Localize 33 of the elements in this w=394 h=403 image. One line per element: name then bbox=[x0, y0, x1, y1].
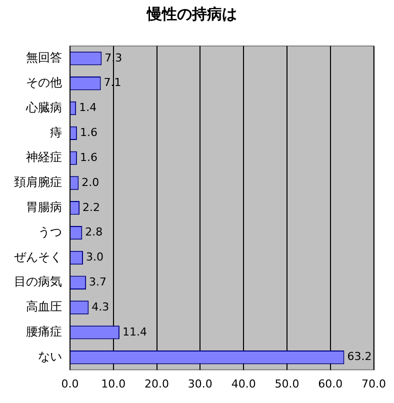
data-label: 1.6 bbox=[80, 150, 98, 164]
data-label: 2.2 bbox=[82, 200, 100, 214]
data-label: 4.3 bbox=[92, 300, 110, 314]
data-label: 63.2 bbox=[347, 350, 372, 364]
data-label: 11.4 bbox=[122, 325, 147, 338]
data-label: 1.6 bbox=[80, 126, 98, 140]
x-tick-label: 0.0 bbox=[61, 377, 79, 390]
data-label: 1.4 bbox=[79, 101, 97, 114]
x-tick-label: 70.0 bbox=[362, 377, 386, 390]
y-tick-label: 腰痛症 bbox=[26, 324, 62, 339]
y-tick-label: 高血圧 bbox=[26, 300, 62, 314]
data-label: 3.7 bbox=[89, 275, 107, 288]
y-tick-label: 神経症 bbox=[26, 150, 62, 164]
x-tick-label: 30.0 bbox=[188, 377, 212, 390]
y-tick-label: 痔 bbox=[50, 125, 62, 140]
y-tick-label: ぜんそく bbox=[14, 250, 62, 264]
y-tick-label: その他 bbox=[26, 75, 62, 90]
x-tick-label: 10.0 bbox=[101, 377, 126, 390]
data-label: 3.0 bbox=[86, 250, 104, 264]
y-tick-label: ない bbox=[38, 349, 62, 364]
y-tick-label: 心臓病 bbox=[25, 100, 62, 114]
y-tick-label: 目の病気 bbox=[14, 274, 62, 289]
y-tick-label: 無回答 bbox=[26, 50, 62, 65]
x-tick-label: 20.0 bbox=[144, 377, 170, 390]
data-label: 2.0 bbox=[82, 176, 100, 189]
x-tick-label: 60.0 bbox=[318, 377, 343, 390]
x-tick-label: 40.0 bbox=[231, 377, 256, 390]
y-tick-label: うつ bbox=[38, 224, 62, 239]
chart-title: 慢性の持病は bbox=[146, 4, 237, 23]
x-tick-label: 50.0 bbox=[274, 377, 300, 390]
y-tick-label: 胃腸病 bbox=[26, 200, 62, 214]
y-tick-label: 頚肩腕症 bbox=[14, 175, 62, 190]
data-label: 2.8 bbox=[85, 226, 103, 239]
